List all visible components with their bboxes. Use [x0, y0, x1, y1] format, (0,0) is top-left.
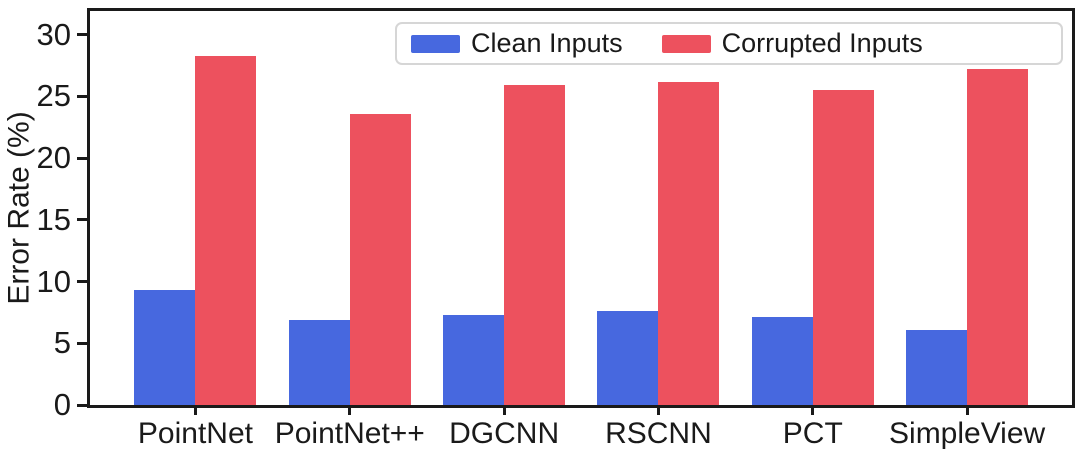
x-tick-label-dgcnn: DGCNN [449, 417, 560, 450]
y-tick-label-25: 25 [36, 78, 71, 114]
bar-clean-inputs-pointnet [134, 290, 196, 405]
legend-swatch-corrupted-inputs [661, 34, 711, 53]
x-tick-label-pointnet: PointNet [137, 417, 253, 450]
y-tick-mark-10 [77, 280, 89, 284]
y-tick-label-0: 0 [53, 387, 71, 422]
legend-swatch-clean-inputs [411, 34, 460, 53]
bar-clean-inputs-rscnn [597, 311, 659, 405]
x-tick-mark-pct [811, 405, 815, 415]
y-tick-label-10: 10 [36, 263, 71, 299]
x-tick-mark-pointnet [348, 405, 352, 415]
legend-label-corrupted-inputs: Corrupted Inputs [721, 28, 923, 58]
y-tick-label-5: 5 [53, 325, 71, 361]
bar-clean-inputs-dgcnn [443, 314, 505, 405]
y-tick-label-30: 30 [36, 16, 71, 52]
legend-label-clean-inputs: Clean Inputs [471, 28, 623, 58]
y-tick-mark-0 [77, 403, 89, 407]
bar-clean-inputs-pct [751, 317, 813, 405]
bar-corrupted-inputs-pct [812, 90, 874, 405]
legend-item-clean-inputs: Clean Inputs [411, 28, 623, 59]
x-tick-label-pointnet: PointNet++ [274, 417, 425, 450]
bar-corrupted-inputs-simpleview [967, 69, 1029, 405]
x-tick-mark-dgcnn [502, 405, 506, 415]
bar-corrupted-inputs-rscnn [658, 81, 720, 405]
y-tick-mark-25 [77, 94, 89, 98]
y-tick-mark-20 [77, 156, 89, 160]
bar-corrupted-inputs-dgcnn [504, 85, 566, 405]
legend: Clean Inputs Corrupted Inputs [395, 22, 1063, 65]
x-tick-mark-rscnn [656, 405, 660, 415]
bar-clean-inputs-simpleview [906, 329, 968, 405]
y-tick-mark-15 [77, 218, 89, 222]
bar-corrupted-inputs-pointnet [349, 113, 411, 405]
y-tick-mark-30 [77, 33, 89, 37]
x-tick-label-simpleview: SimpleView [889, 417, 1046, 450]
legend-item-corrupted-inputs: Corrupted Inputs [661, 28, 923, 59]
x-tick-label-rscnn: RSCNN [605, 417, 712, 450]
x-tick-mark-pointnet [193, 405, 197, 415]
y-tick-label-15: 15 [36, 201, 71, 237]
y-tick-mark-5 [77, 341, 89, 345]
y-tick-label-20: 20 [36, 140, 71, 176]
bar-clean-inputs-pointnet [288, 319, 350, 405]
bar-corrupted-inputs-pointnet [195, 55, 257, 405]
x-tick-label-pct: PCT [782, 417, 843, 450]
x-tick-mark-simpleview [965, 405, 969, 415]
